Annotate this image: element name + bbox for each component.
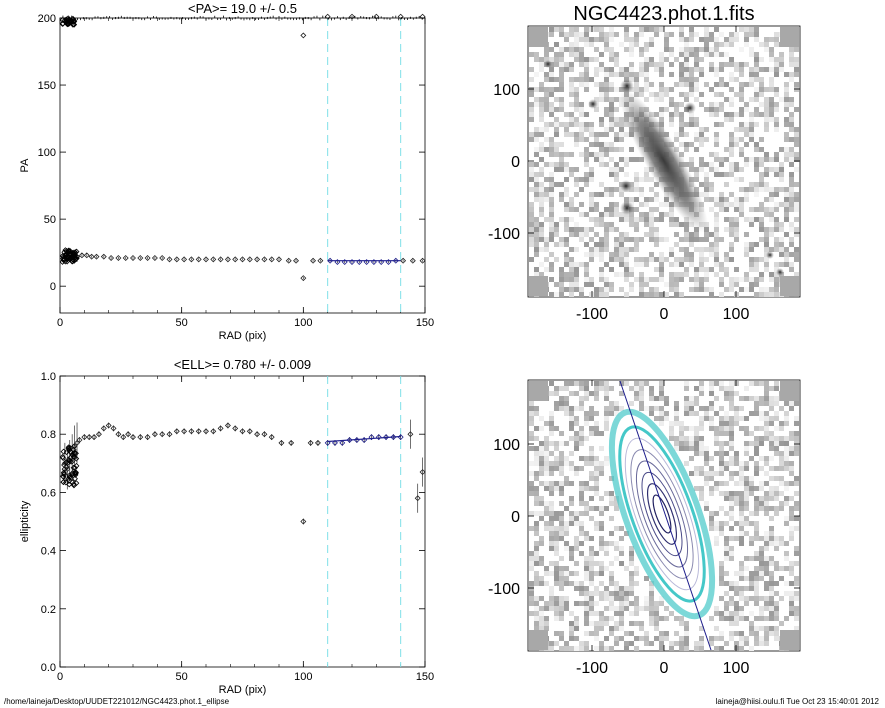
x-tick-label: 50 [176,317,188,329]
y-tick-label: 100 [38,147,56,159]
y-tick-label: 0.0 [41,662,56,674]
y-axis-label: ellipticity [19,500,31,542]
galaxy-image-bottom [528,380,800,651]
y-tick-label: 0.4 [41,546,56,558]
image-y-tick-label: 0 [511,509,520,526]
pa-plot: <PA>= 19.0 +/- 0.5 0 50 100 150 0 50 100 150 200 R… [19,1,434,342]
plot-frame [60,18,425,313]
x-tick-label: 0 [57,671,63,683]
image-y-tick-label: -100 [488,226,520,243]
image-y-tick-label: 100 [493,82,520,99]
star [620,79,634,93]
y-tick-label: 0.2 [41,604,56,616]
plot-frame [60,376,425,667]
y-tick-label: 0.8 [41,429,56,441]
star [620,201,634,215]
star [684,102,696,114]
y-tick-label: 0 [50,281,56,293]
plot-title: <PA>= 19.0 +/- 0.5 [188,1,297,16]
image-x-tick-label: 100 [723,660,750,677]
y-tick-label: 50 [44,214,56,226]
star [766,251,774,259]
y-axis-label: PA [19,158,31,173]
star [620,180,632,192]
image-y-tick-label: -100 [488,581,520,598]
star [588,99,598,109]
x-tick-label: 0 [57,317,63,329]
image-y-tick-label: 100 [493,437,520,454]
image-title: NGC4423.phot.1.fits [573,3,754,25]
plot-title: <ELL>= 0.780 +/- 0.009 [174,357,311,372]
data-point-upper [301,33,306,38]
image-y-tick-label: 0 [511,154,520,171]
image-x-tick-label: 100 [723,306,750,323]
y-tick-label: 150 [38,80,56,92]
x-axis-label: RAD (pix) [219,330,267,342]
y-tick-label: 1.0 [41,371,56,383]
ellipticity-plot: <ELL>= 0.780 +/- 0.009 0 50 100 150 0.0 0.2 0.4… [19,357,434,696]
x-tick-label: 50 [176,671,188,683]
y-tick-label: 0.6 [41,487,56,499]
star [544,60,552,68]
x-tick-label: 100 [294,317,312,329]
image-x-tick-label: -100 [576,306,608,323]
image-x-tick-label: 0 [660,306,669,323]
star [776,268,784,276]
image-x-tick-label: -100 [576,660,608,677]
x-tick-label: 150 [416,671,434,683]
x-tick-label: 150 [416,317,434,329]
footer-user-date: laineja@hiisi.oulu.fi Tue Oct 23 15:40:0… [716,697,879,706]
x-axis-label: RAD (pix) [219,684,267,696]
galaxy-image-top [528,26,800,297]
footer-path: /home/laineja/Desktop/UUDET221012/NGC442… [4,697,229,706]
x-tick-label: 100 [294,671,312,683]
y-tick-label: 200 [38,13,56,25]
image-x-tick-label: 0 [660,660,669,677]
